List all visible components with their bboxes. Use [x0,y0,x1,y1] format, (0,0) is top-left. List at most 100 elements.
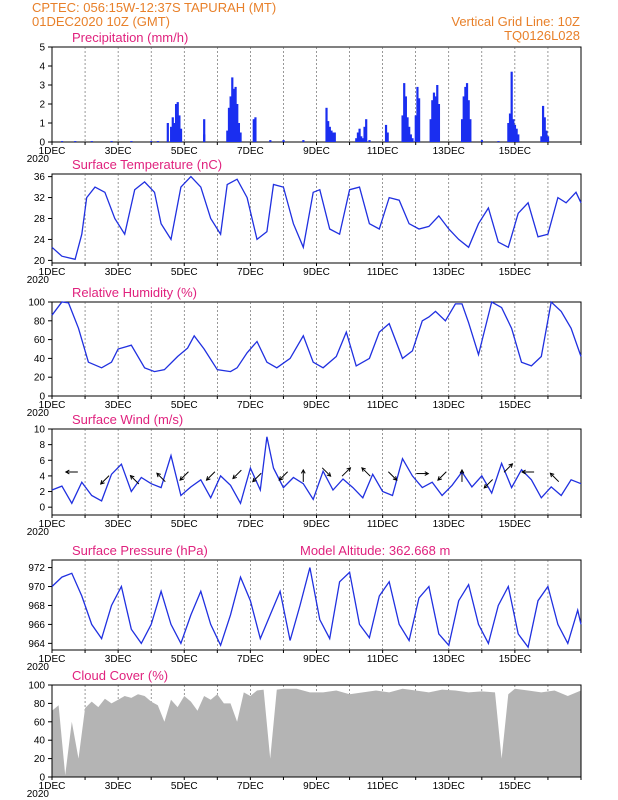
x-tick-label: 7DEC [237,654,264,665]
precip-bar [540,136,543,142]
panel-temp: 20 24 28 32 36 1DEC 3DEC 5DEC 7DEC 9DEC 11DEC 13DEC… [27,157,582,286]
x-tick-label: 15DEC [499,267,531,278]
panel-wind: 0 2 4 6 8 10 1DEC 3DEC 5DEC 7DEC 9DEC 11DEC 13DEC 15D… [27,412,582,538]
precip-bar [361,138,364,142]
precip-bar [356,132,360,142]
x-tick-label: 9DEC [303,400,330,411]
wind-arrow [130,475,140,485]
precip-bar [332,132,335,142]
wind-arrow [278,471,288,481]
wind-arrow [503,463,513,473]
y-tick-label: 3 [39,81,45,92]
x-tick-label: 15DEC [499,146,531,157]
y-tick-label: 6 [39,456,45,467]
x-tick-label: 3DEC [105,400,132,411]
x-tick-label: 3DEC [105,781,132,792]
series-line [51,175,582,261]
precip-bar [302,140,305,142]
x-tick-label: 15DEC [499,781,531,792]
x-tick-label: 11DEC [367,146,399,157]
y-tick-label: 2 [39,487,45,498]
x-tick-label: 1DEC [39,781,66,792]
wind-arrow [156,472,166,483]
precip-bar [513,124,517,142]
precip-bar [231,77,234,142]
precip-bar [269,140,272,142]
wind-arrow [321,467,331,477]
header-code: TQ0126L028 [504,28,580,43]
y-tick-label: 972 [28,563,45,574]
y-tick-label: 0 [39,392,45,403]
y-tick-label: 20 [34,373,46,384]
y-tick-label: 4 [39,471,45,482]
precip-bar [227,107,231,142]
y-tick-label: 80 [34,316,46,327]
x-year-label: 2020 [27,527,50,538]
panel-title: Precipitation (mm/h) [72,30,188,45]
x-year-label: 2020 [27,408,50,419]
x-tick-label: 5DEC [171,146,198,157]
wind-arrow-head [326,472,332,477]
precip-bar [325,107,328,142]
precip-bar [90,141,93,142]
x-tick-label: 13DEC [433,654,465,665]
wind-arrow-head [64,469,70,475]
y-tick-label: 2 [39,100,45,111]
precip-bar [406,117,409,142]
x-tick-label: 11DEC [367,781,399,792]
precip-bar [170,126,173,142]
wind-arrow-head [346,467,352,472]
panel-cloud: 0 20 40 60 80 100 1DEC 3DEC 5DEC 7DEC 9DEC 11DEC 13D… [27,668,582,800]
panel-frame-top [51,684,582,778]
wind-arrow-head [278,476,284,481]
x-tick-label: 5DEC [171,267,198,278]
x-tick-label: 15DEC [499,654,531,665]
precip-bar [368,140,371,142]
precip-bar [229,96,232,142]
wind-arrow [549,472,560,483]
x-tick-label: 7DEC [237,400,264,411]
precip-bar [403,83,406,142]
x-tick-label: 15DEC [499,400,531,411]
wind-arrow-head [232,474,237,480]
precip-bar [464,86,467,142]
precip-bar [173,123,176,142]
y-tick-label: 4 [39,62,45,73]
precip-bar [74,141,77,142]
precip-bar [130,141,133,142]
header-grid-note: Vertical Grid Line: 10Z [451,14,580,29]
x-tick-label: 11DEC [367,267,399,278]
model-altitude-label: Model Altitude: 362.668 m [300,543,450,558]
x-tick-label: 15DEC [499,519,531,530]
wind-arrow-head [508,463,514,468]
y-tick-label: 40 [34,354,46,365]
panel-pres: 964 966 968 970 972 1DEC 3DEC 5DEC 7DEC 9DEC 11DEC… [27,543,582,673]
wind-arrow [437,471,447,481]
x-tick-label: 9DEC [303,146,330,157]
precip-bar [510,71,513,142]
wind-arrow-head [392,476,398,481]
x-tick-label: 11DEC [367,400,399,411]
precip-bar [517,134,520,142]
x-tick-label: 9DEC [303,519,330,530]
precip-bar [437,104,441,142]
x-tick-label: 13DEC [433,267,465,278]
precip-bar [409,134,412,142]
x-tick-label: 7DEC [237,267,264,278]
x-year-label: 2020 [27,154,50,165]
precip-bar [416,86,419,142]
x-tick-label: 7DEC [237,146,264,157]
y-tick-label: 100 [28,681,45,692]
panel-title: Surface Temperature (nC) [72,157,222,172]
precip-bar [333,132,336,142]
y-tick-label: 32 [34,193,46,204]
y-tick-label: 40 [34,736,46,747]
header-station: CPTEC: 056:15W-12:37S TAPURAH (MT) [32,0,276,15]
precip-bar [358,128,361,142]
precip-bar [411,138,414,142]
wind-arrow [361,467,371,477]
precip-bar [460,119,464,142]
precip-bar [239,132,242,142]
wind-arrow-head [459,468,465,474]
wind-arrow-head [179,476,185,481]
